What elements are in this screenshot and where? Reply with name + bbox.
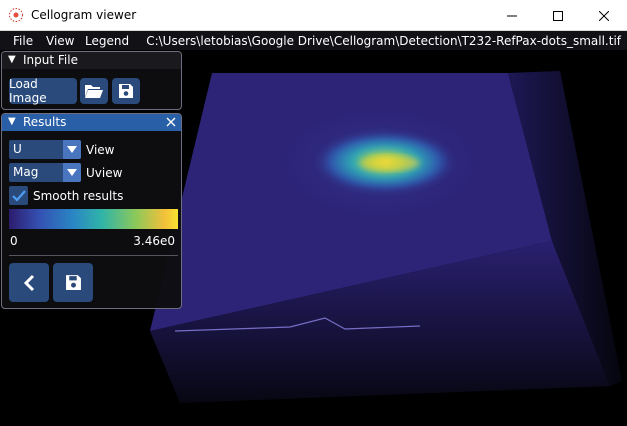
file-path: C:\Users\letobias\Google Drive\Cellogram… xyxy=(146,34,621,48)
results-header[interactable]: ▼ Results xyxy=(2,114,181,131)
colorbar-min: 0 xyxy=(10,234,18,248)
close-panel-icon[interactable] xyxy=(164,115,178,129)
save-icon xyxy=(119,84,133,98)
back-icon xyxy=(23,274,35,291)
close-icon xyxy=(599,10,609,21)
smooth-results-checkbox[interactable] xyxy=(9,186,28,205)
colorbar-max: 3.46e0 xyxy=(133,234,175,248)
chevron-down-icon xyxy=(63,140,81,159)
open-folder-button[interactable] xyxy=(80,78,108,104)
view-label: View xyxy=(86,143,115,157)
chevron-down-icon xyxy=(63,163,81,182)
save-input-button[interactable] xyxy=(112,78,140,104)
view-select-value: U xyxy=(13,142,22,156)
view-select[interactable]: U xyxy=(9,140,81,159)
input-file-header[interactable]: ▼ Input File xyxy=(2,52,181,69)
maximize-button[interactable] xyxy=(535,0,581,31)
checkmark-icon xyxy=(11,189,26,202)
menu-file[interactable]: File xyxy=(13,34,34,48)
menu-bar: File View Legend C:\Users\letobias\Googl… xyxy=(0,31,627,50)
minimize-button[interactable] xyxy=(489,0,535,31)
mesh-render[interactable] xyxy=(0,31,627,426)
close-button[interactable] xyxy=(581,0,627,31)
panel-divider xyxy=(9,255,178,256)
save-icon xyxy=(65,275,81,290)
maximize-icon xyxy=(553,10,563,21)
results-panel: ▼ Results U View Mag Uview Smooth result… xyxy=(1,113,182,309)
colorbar xyxy=(9,209,178,229)
window-titlebar: Cellogram viewer xyxy=(0,0,627,31)
uview-label: Uview xyxy=(86,166,123,180)
menu-view[interactable]: View xyxy=(46,34,75,48)
load-image-button[interactable]: Load Image xyxy=(9,77,77,105)
folder-open-icon xyxy=(85,85,103,98)
uview-select[interactable]: Mag xyxy=(9,163,81,182)
back-button[interactable] xyxy=(9,263,49,302)
menu-legend[interactable]: Legend xyxy=(85,34,130,48)
input-file-title: Input File xyxy=(23,53,78,67)
uview-select-value: Mag xyxy=(13,165,39,179)
input-file-panel: ▼ Input File Load Image xyxy=(1,51,182,110)
window-title: Cellogram viewer xyxy=(31,8,137,22)
results-title: Results xyxy=(23,115,67,129)
save-results-button[interactable] xyxy=(53,263,93,302)
collapse-triangle-icon: ▼ xyxy=(8,116,16,127)
app-icon xyxy=(9,8,23,22)
minimize-icon xyxy=(507,15,517,16)
collapse-triangle-icon: ▼ xyxy=(8,54,16,65)
smooth-results-label: Smooth results xyxy=(33,189,124,203)
